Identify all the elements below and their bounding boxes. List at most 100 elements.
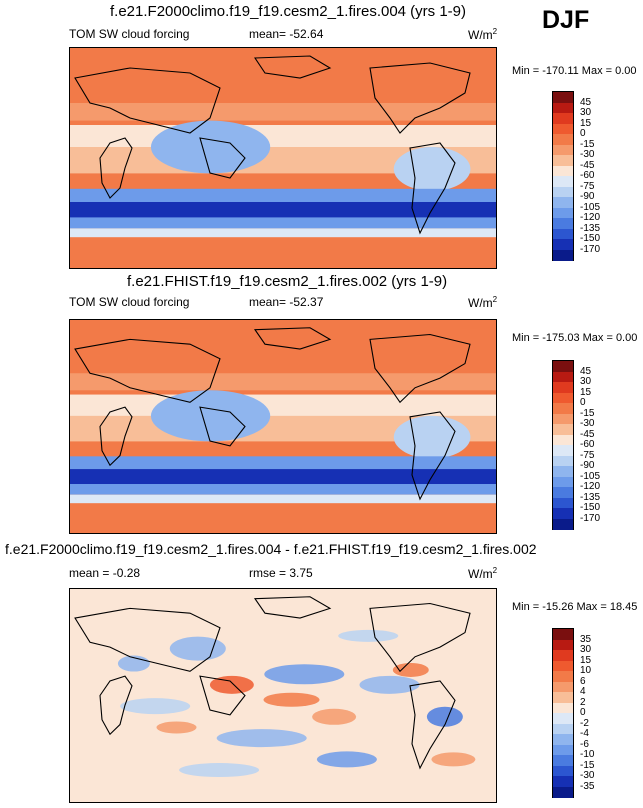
panel3-colorbar: 35 30 15 10 6 4 2 0 -2 -4 -6 -10 -15 -30 -35 <box>552 628 594 798</box>
colorbar-swatch <box>553 466 573 477</box>
colorbar-swatch <box>553 445 573 456</box>
colorbar-swatch <box>553 392 573 404</box>
colorbar-tick-label: -150 <box>580 233 601 244</box>
panel2-mean: mean= -52.37 <box>249 295 324 309</box>
colorbar-tick-label: -15 <box>580 138 595 150</box>
colorbar-tick-label: 0 <box>580 397 586 408</box>
colorbar-swatch <box>553 361 573 372</box>
coastline <box>199 137 246 179</box>
colorbar-swatch <box>553 207 573 219</box>
coastline <box>74 338 221 403</box>
panel1-map <box>69 47 497 269</box>
coastlines <box>74 55 471 235</box>
colorbar-swatch <box>553 403 573 414</box>
colorbar-swatch <box>553 508 573 519</box>
panel2-variable: TOM SW cloud forcing <box>69 295 190 309</box>
colorbar-swatch <box>553 424 573 435</box>
colorbar-tick-label: -15 <box>580 407 595 419</box>
colorbar-tick-label: -6 <box>580 738 589 750</box>
map-field <box>70 589 496 802</box>
colorbar-swatch <box>553 786 573 798</box>
panel2-map <box>69 319 497 534</box>
field-anomaly <box>179 763 260 778</box>
field-anomaly <box>316 751 377 768</box>
colorbar-tick-label: 30 <box>580 644 592 655</box>
colorbar-swatch <box>553 681 573 693</box>
colorbar-tick-label: -75 <box>580 180 595 192</box>
field-band <box>70 494 496 504</box>
colorbar-swatch <box>553 176 573 187</box>
panel3-units: W/m2 <box>468 566 498 581</box>
coastline <box>369 333 471 404</box>
panel2-colorbar: 45 30 15 0 -15 -30 -45 -60 -75 -90 -105 -120 -135 -15… <box>552 360 600 530</box>
colorbar-swatch <box>553 239 573 250</box>
field-band <box>70 217 496 229</box>
coastline <box>199 675 246 716</box>
colorbar-swatch <box>553 165 573 177</box>
colorbar-tick-label: 15 <box>580 654 592 666</box>
colorbar-swatch <box>553 102 573 114</box>
colorbar-tick-label: 6 <box>580 675 586 687</box>
colorbar-tick-label: -105 <box>580 201 601 213</box>
field-anomaly <box>263 692 320 707</box>
colorbar-swatch <box>553 497 573 509</box>
colorbar-tick-label: -45 <box>580 159 595 171</box>
field-anomaly <box>169 636 226 661</box>
colorbar-swatch <box>553 692 573 703</box>
colorbar-swatch <box>553 186 573 198</box>
coastline <box>99 675 133 736</box>
coastline <box>74 67 221 134</box>
colorbar-tick-label: -30 <box>580 418 595 429</box>
colorbar-tick-label: 45 <box>580 365 592 377</box>
panel2-minmax: Min = -175.03 Max = 0.00 <box>512 332 638 344</box>
field-blob <box>393 147 471 191</box>
colorbar-tick-label: -105 <box>580 470 601 482</box>
panel1-variable: TOM SW cloud forcing <box>69 27 190 41</box>
field-anomaly <box>392 662 429 677</box>
colorbar-swatch <box>553 723 573 735</box>
colorbar-tick-label: 30 <box>580 107 592 118</box>
panel3-mean: mean = -0.28 <box>69 566 141 580</box>
colorbar-swatch <box>553 702 573 714</box>
colorbar-tick-label: 45 <box>580 96 592 108</box>
colorbar-tick-label: -60 <box>580 439 595 450</box>
colorbar-swatch <box>553 144 573 156</box>
colorbar-swatch <box>553 629 573 640</box>
field-anomaly <box>359 675 420 694</box>
colorbar-swatch <box>553 650 573 661</box>
field-blob <box>150 390 271 442</box>
panel1-mean: mean= -52.64 <box>249 27 324 41</box>
colorbar-tick-label: 10 <box>580 665 592 676</box>
colorbar-swatch <box>553 123 573 135</box>
colorbar-swatch <box>553 218 573 229</box>
season-label: DJF <box>542 6 590 34</box>
colorbar-tick-label: -90 <box>580 460 595 471</box>
field-anomaly <box>209 675 254 694</box>
colorbar-tick-label: -120 <box>580 481 601 492</box>
coastline <box>253 596 332 619</box>
field-blob <box>150 120 271 174</box>
colorbar-tick-label: -75 <box>580 449 595 461</box>
field-blob <box>393 415 471 459</box>
colorbar-swatch <box>553 744 573 756</box>
colorbar-swatch <box>553 92 573 103</box>
colorbar-tick-label: 0 <box>580 128 586 139</box>
colorbar-tick-label: 30 <box>580 376 592 387</box>
colorbar-tick-label: -30 <box>580 149 595 160</box>
colorbar-tick-label: 15 <box>580 117 592 129</box>
coastline <box>409 411 456 501</box>
colorbar-tick-label: -45 <box>580 428 595 440</box>
colorbar-swatch <box>553 518 573 530</box>
colorbar-swatch <box>553 413 573 425</box>
colorbar-swatch <box>553 660 573 672</box>
colorbar-swatch <box>553 713 573 724</box>
colorbar-tick-label: -170 <box>580 243 601 255</box>
panel2-units: W/m2 <box>468 295 498 310</box>
colorbar-tick-label: -120 <box>580 212 601 223</box>
coastline <box>74 607 221 672</box>
colorbar-tick-label: 4 <box>580 686 586 697</box>
map-field <box>70 320 496 533</box>
field-band <box>70 202 496 220</box>
coastline <box>409 680 456 770</box>
colorbar-swatch <box>553 487 573 498</box>
